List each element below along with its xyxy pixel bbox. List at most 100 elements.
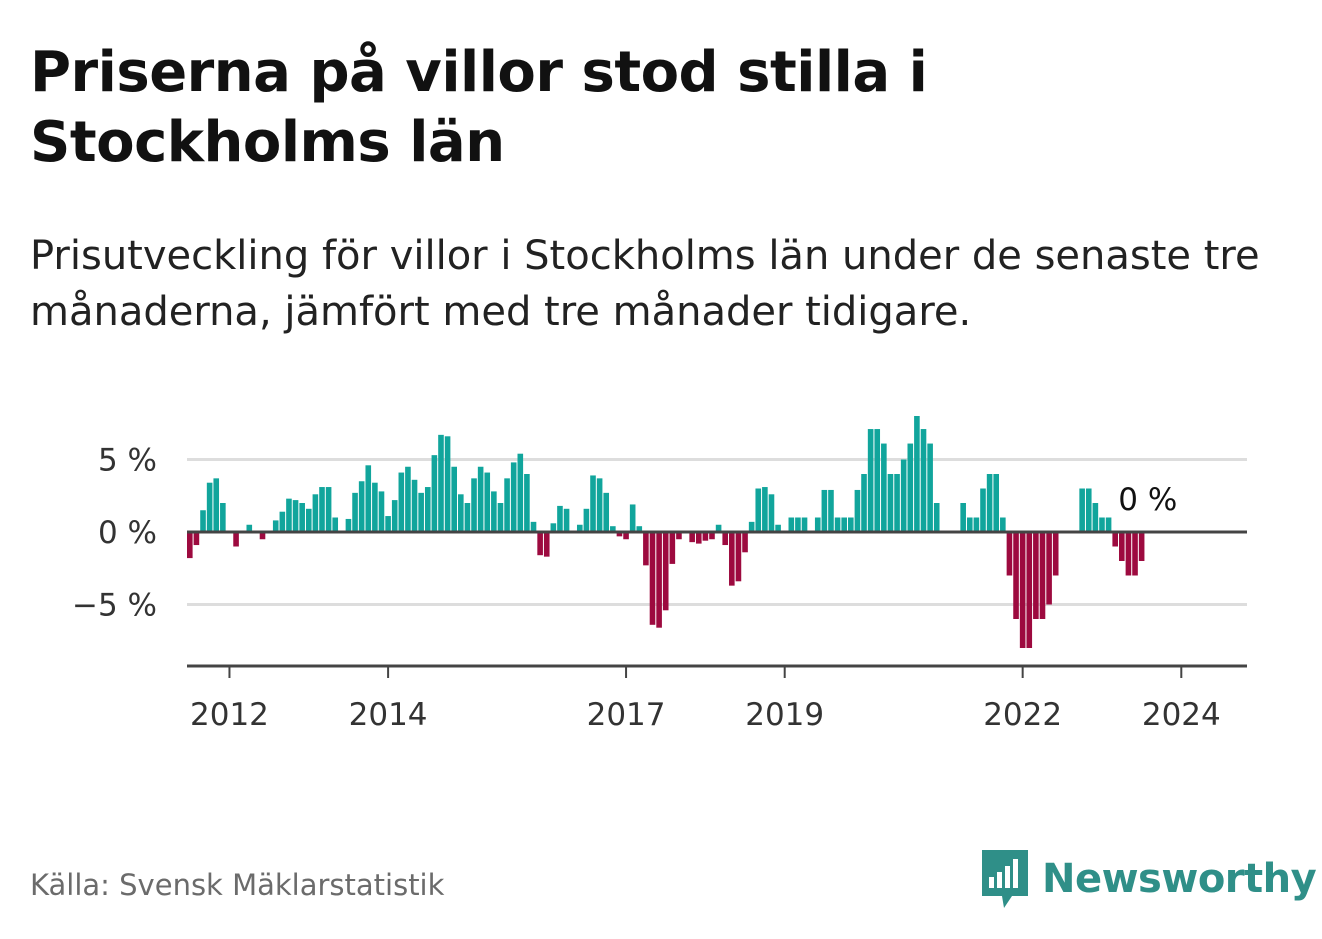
bar [861,474,867,532]
bar [471,478,477,532]
bar [629,504,636,532]
bar [517,453,524,532]
bar [352,492,358,532]
bar [914,416,920,532]
bar [676,532,682,540]
chart-title: Priserna på villor stod stilla i Stockho… [30,40,928,175]
bar [563,508,570,532]
bar [755,488,762,532]
bar [1019,532,1026,648]
bar [319,487,325,532]
bar [444,436,451,532]
bar [636,526,643,532]
bar [920,429,927,532]
bar [795,517,801,532]
bar [451,466,457,532]
bar [1092,503,1099,532]
bar [960,503,966,532]
bar [649,532,656,625]
bar [206,482,213,532]
bar [854,489,861,532]
bar [378,491,385,532]
bar [801,517,808,532]
bar [193,532,200,546]
x-tick-label: 2012 [190,697,269,733]
bar [504,478,510,532]
bar [596,478,603,532]
bar [1085,488,1092,532]
bar [1079,488,1085,532]
bar [1132,532,1138,576]
bar [464,503,471,532]
bar [881,443,887,532]
bar [775,524,781,532]
bar [312,494,319,532]
brand-logo[interactable]: Newsworthy [982,850,1317,908]
bar [828,489,834,532]
bar [477,466,484,532]
bar [385,516,391,532]
bar [662,532,669,611]
bar [1026,532,1033,648]
bar [610,526,616,532]
bar [484,472,491,532]
bar [1046,532,1052,605]
bar [762,487,768,532]
bar [550,523,557,532]
bar [458,494,464,532]
bar [1006,532,1013,576]
bar [709,532,715,540]
bar [695,532,702,544]
bar [1125,532,1132,576]
bar [358,481,365,532]
bar [530,521,537,532]
bar [299,503,305,532]
bar [894,474,900,532]
bar [557,505,563,532]
bar [715,524,722,532]
end-value-label: 0 % [1118,482,1177,518]
bar [418,492,424,532]
bar [391,500,398,532]
bar [398,472,405,532]
bar [927,443,933,532]
bar [424,487,431,532]
bar [213,478,220,532]
bar [729,532,735,586]
bar [1013,532,1019,619]
bar [524,474,530,532]
bar [980,488,986,532]
bar [874,429,881,532]
bar [1138,532,1145,561]
bar [286,498,292,532]
bar [200,510,206,532]
bar-chart: 5 % 0 % −5 % 2012 2014 2017 2019 2022 2024 0 % [72,416,1247,733]
bar [431,455,438,532]
x-tick-label: 2024 [1142,697,1221,733]
bar [841,517,847,532]
bar [788,517,795,532]
x-tick-label: 2019 [745,697,824,733]
bar [669,532,676,564]
bar [702,532,709,541]
bar [722,532,729,546]
bar [411,479,418,532]
bar [616,532,623,537]
bar [497,503,504,532]
bar [259,532,266,540]
bar [491,491,497,532]
bar [986,474,993,532]
x-tick-label: 2014 [349,697,428,733]
bar [272,520,279,532]
y-tick-label: 5 % [98,443,157,479]
bar [233,532,239,547]
bar [405,466,411,532]
bar [643,532,649,566]
bar [748,521,755,532]
bar [365,465,372,532]
bar [1105,517,1112,532]
bar [1039,532,1046,619]
bar [1052,532,1059,576]
bar [848,517,854,532]
bar [576,524,583,532]
